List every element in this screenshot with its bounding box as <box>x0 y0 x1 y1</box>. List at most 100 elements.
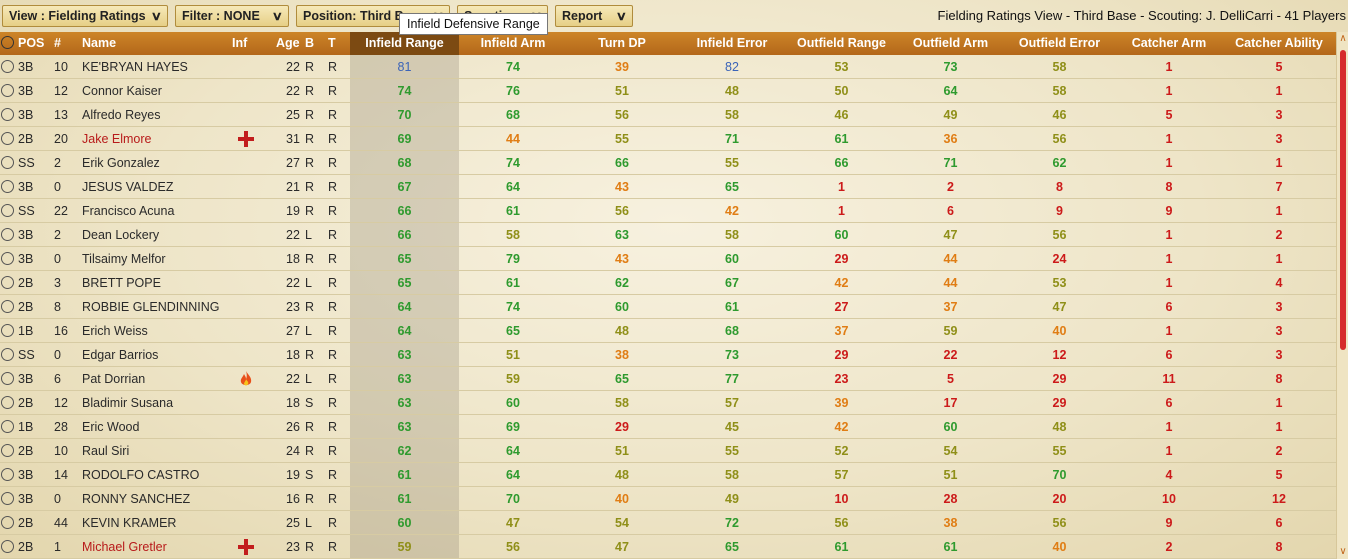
cell-player-name[interactable]: JESUS VALDEZ <box>82 180 174 194</box>
row-select-radio[interactable] <box>1 492 14 505</box>
filter-dropdown-label: Filter : NONE <box>182 9 260 23</box>
col-header-catcher-ability[interactable]: Catcher Ability <box>1235 36 1323 50</box>
table-row[interactable]: 1B 28 Eric Wood 26 R R 63 69 29 45 42 60 48 1 1 <box>0 415 1336 439</box>
position-dropdown[interactable]: Position: Third Base ∨ <box>296 5 450 27</box>
table-row[interactable]: 3B 14 RODOLFO CASTRO 19 S R 61 64 48 58 57 51 70 4 5 <box>0 463 1336 487</box>
filter-dropdown[interactable]: Filter : NONE ∨ <box>175 5 289 27</box>
cell-throws: R <box>328 252 338 266</box>
col-header-outfield-arm[interactable]: Outfield Arm <box>912 36 989 50</box>
table-row[interactable]: 2B 8 ROBBIE GLENDINNING 23 R R 64 74 60 61 27 37 47 6… <box>0 295 1336 319</box>
cell-player-name[interactable]: Erich Weiss <box>82 324 148 338</box>
table-row[interactable]: 3B 12 Connor Kaiser 22 R R 74 76 51 48 50 64 58 1 1 <box>0 79 1336 103</box>
table-row[interactable]: 3B 2 Dean Lockery 22 L R 66 58 63 58 60 47 56 1 2 <box>0 223 1336 247</box>
row-select-radio[interactable] <box>1 324 14 337</box>
cell-infield-range: 60 <box>397 516 412 530</box>
table-row[interactable]: SS 2 Erik Gonzalez 27 R R 68 74 66 55 66 71 62 1 1 <box>0 151 1336 175</box>
col-header-inf[interactable]: Inf <box>232 36 248 50</box>
row-select-radio[interactable] <box>1 348 14 361</box>
scroll-up-icon[interactable]: ∧ <box>1339 33 1347 44</box>
col-header-catcher-arm[interactable]: Catcher Arm <box>1131 36 1207 50</box>
row-select-radio[interactable] <box>1 60 14 73</box>
col-header-infield-range[interactable]: Infield Range <box>350 32 459 55</box>
cell-player-name[interactable]: Erik Gonzalez <box>82 156 160 170</box>
row-select-radio[interactable] <box>1 540 14 553</box>
cell-player-name[interactable]: Tilsaimy Melfor <box>82 252 166 266</box>
report-dropdown[interactable]: Report ∨ <box>555 5 633 27</box>
table-row[interactable]: 3B 13 Alfredo Reyes 25 R R 70 68 56 58 46 49 46 5 3 <box>0 103 1336 127</box>
cell-player-name[interactable]: Edgar Barrios <box>82 348 159 362</box>
cell-player-name[interactable]: Connor Kaiser <box>82 84 162 98</box>
row-select-radio[interactable] <box>1 252 14 265</box>
table-row[interactable]: 3B 0 RONNY SANCHEZ 16 R R 61 70 40 49 10 28 20 10 12 <box>0 487 1336 511</box>
view-dropdown[interactable]: View : Fielding Ratings ∨ <box>2 5 168 27</box>
row-select-radio[interactable] <box>1 228 14 241</box>
row-select-radio[interactable] <box>1 84 14 97</box>
table-row[interactable]: 2B 1 Michael Gretler 23 R R 59 56 47 65 61 61 40 2 8 <box>0 535 1336 559</box>
cell-player-name[interactable]: Michael Gretler <box>82 540 167 554</box>
cell-player-name[interactable]: Francisco Acuna <box>82 204 175 218</box>
cell-age: 23 <box>286 300 300 314</box>
scroll-down-icon[interactable]: ∨ <box>1339 546 1347 557</box>
cell-player-name[interactable]: KE'BRYAN HAYES <box>82 60 188 74</box>
col-header-infield-arm[interactable]: Infield Arm <box>480 36 546 50</box>
cell-player-name[interactable]: RODOLFO CASTRO <box>82 468 200 482</box>
table-row[interactable]: 1B 16 Erich Weiss 27 L R 64 65 48 68 37 59 40 1 3 <box>0 319 1336 343</box>
table-row[interactable]: SS 0 Edgar Barrios 18 R R 63 51 38 73 29 22 12 6 3 <box>0 343 1336 367</box>
col-header-outfield-error[interactable]: Outfield Error <box>1018 36 1101 50</box>
cell-outfield-range: 1 <box>838 180 845 194</box>
table-row[interactable]: 2B 3 BRETT POPE 22 L R 65 61 62 67 42 44 53 1 4 <box>0 271 1336 295</box>
row-select-radio[interactable] <box>1 180 14 193</box>
table-row[interactable]: 3B 0 JESUS VALDEZ 21 R R 67 64 43 65 1 2 8 8 7 <box>0 175 1336 199</box>
col-header-throws[interactable]: T <box>328 36 336 50</box>
cell-player-name[interactable]: KEVIN KRAMER <box>82 516 177 530</box>
cell-player-name[interactable]: Alfredo Reyes <box>82 108 161 122</box>
vertical-scrollbar[interactable]: ∧ ∨ <box>1336 32 1348 559</box>
row-select-radio[interactable] <box>1 444 14 457</box>
row-select-radio[interactable] <box>1 276 14 289</box>
col-header-age[interactable]: Age <box>276 36 300 50</box>
cell-player-name[interactable]: ROBBIE GLENDINNING <box>82 300 220 314</box>
cell-player-name[interactable]: Bladimir Susana <box>82 396 174 410</box>
cell-number: 20 <box>54 132 68 146</box>
col-header-bats[interactable]: B <box>305 36 315 50</box>
table-row[interactable]: 2B 10 Raul Siri 24 R R 62 64 51 55 52 54 55 1 2 <box>0 439 1336 463</box>
cell-bats: R <box>305 540 315 554</box>
cell-infield-error: 45 <box>725 420 739 434</box>
row-select-radio[interactable] <box>1 372 14 385</box>
row-select-radio[interactable] <box>1 132 14 145</box>
cell-outfield-arm: 49 <box>943 108 958 122</box>
table-row[interactable]: 2B 44 KEVIN KRAMER 25 L R 60 47 54 72 56 38 56 9 6 <box>0 511 1336 535</box>
row-select-radio[interactable] <box>1 108 14 121</box>
cell-player-name[interactable]: RONNY SANCHEZ <box>82 492 191 506</box>
table-row[interactable]: 3B 0 Tilsaimy Melfor 18 R R 65 79 43 60 29 44 24 1 1 <box>0 247 1336 271</box>
row-select-radio[interactable] <box>1 396 14 409</box>
col-header-turn-dp[interactable]: Turn DP <box>598 36 646 50</box>
cell-player-name[interactable]: Jake Elmore <box>82 132 152 146</box>
row-select-radio[interactable] <box>1 300 14 313</box>
cell-player-name[interactable]: Pat Dorrian <box>82 372 146 386</box>
cell-position: 2B <box>18 132 34 146</box>
row-select-radio[interactable] <box>1 156 14 169</box>
scrollbar-thumb[interactable] <box>1340 50 1346 350</box>
row-select-radio[interactable] <box>1 420 14 433</box>
table-row[interactable]: 2B 12 Bladimir Susana 18 S R 63 60 58 57 39 17 29 6 1 <box>0 391 1336 415</box>
col-header-name[interactable]: Name <box>82 36 117 50</box>
column-tooltip: Infield Defensive Range <box>399 13 548 35</box>
cell-player-name[interactable]: Eric Wood <box>82 420 140 434</box>
cell-player-name[interactable]: Dean Lockery <box>82 228 160 242</box>
col-header-number[interactable]: # <box>54 36 61 50</box>
table-row[interactable]: 3B 6 Pat Dorrian 22 L R 63 59 65 77 23 5 29 11 8 <box>0 367 1336 391</box>
table-row[interactable]: 3B 10 KE'BRYAN HAYES 22 R R 81 74 39 82 53 73 58 1 5 <box>0 55 1336 79</box>
cell-player-name[interactable]: Raul Siri <box>82 444 130 458</box>
cell-infield-arm: 58 <box>506 228 520 242</box>
table-row[interactable]: 2B 20 Jake Elmore 31 R R 69 44 55 71 61 36 56 1 3 <box>0 127 1336 151</box>
select-all-radio[interactable] <box>1 36 14 49</box>
row-select-radio[interactable] <box>1 204 14 217</box>
cell-player-name[interactable]: BRETT POPE <box>82 276 161 290</box>
col-header-outfield-range[interactable]: Outfield Range <box>797 36 886 50</box>
table-row[interactable]: SS 22 Francisco Acuna 19 R R 66 61 56 42 1 6 9 9 1 <box>0 199 1336 223</box>
row-select-radio[interactable] <box>1 516 14 529</box>
col-header-pos[interactable]: POS <box>18 36 45 50</box>
row-select-radio[interactable] <box>1 468 14 481</box>
col-header-infield-error[interactable]: Infield Error <box>696 36 768 50</box>
